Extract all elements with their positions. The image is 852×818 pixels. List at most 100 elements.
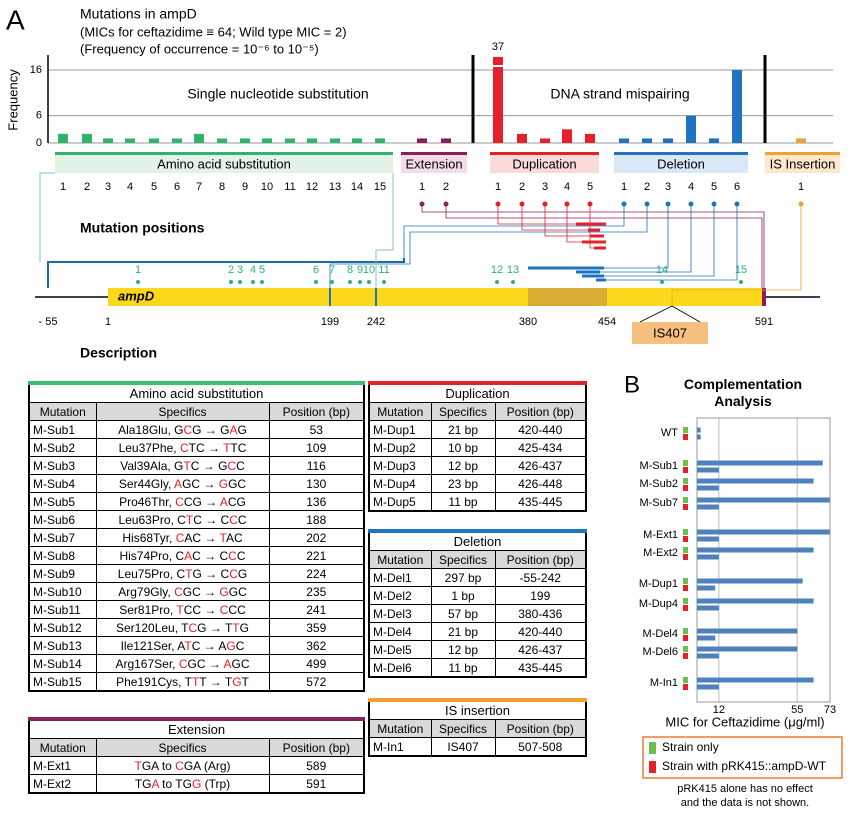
category-label: 4: [688, 181, 694, 193]
table-cell: M-Dup1: [368, 420, 432, 439]
table-row: M-Sub8 His74Pro, CAC → CCC 221: [28, 546, 365, 565]
connector-dot: [519, 201, 525, 207]
data-table: Extension Mutation Specifics Position (bp) M…: [28, 717, 366, 794]
category-label: M-Ext2: [643, 547, 678, 559]
bar: [697, 585, 716, 591]
table-header-row: Mutation Specifics Position (bp): [368, 402, 587, 421]
bar: [217, 138, 227, 143]
strain-marker: [683, 434, 688, 440]
panel-label: B: [624, 371, 640, 398]
table-cell: 426-437: [494, 640, 587, 659]
category-label: M-In1: [650, 677, 678, 689]
bar: [732, 70, 742, 143]
table-title: Extension: [28, 717, 365, 739]
connector: [497, 204, 576, 225]
table-cell: M-Sub13: [28, 636, 97, 655]
table-cell: 1 bp: [430, 586, 496, 605]
table-cell: M-Sub8: [28, 546, 97, 565]
bar: [686, 115, 696, 143]
table-cell: M-Sub9: [28, 564, 97, 583]
table-row: M-Dup5 11 bp 435-445: [368, 492, 587, 512]
chart-title: Complementation Analysis: [683, 376, 803, 409]
table-row: M-Sub15 Phe191Cys, TTT → TGT 572: [28, 672, 365, 692]
table-cell: M-Sub14: [28, 654, 97, 673]
strain-marker: [683, 467, 688, 473]
table-row: M-Sub13 Ile121Ser, ATC → AGC 362: [28, 636, 365, 655]
connector: [544, 204, 590, 237]
connector: [421, 204, 765, 288]
category-label: 5: [151, 181, 157, 193]
category-label: WT: [661, 427, 678, 439]
table-cell: Val39Ala, GTC → GCC: [95, 456, 270, 475]
category-label: 15: [374, 181, 386, 193]
table-cell: 21 bp: [430, 622, 496, 641]
category-label: M-Sub7: [639, 497, 678, 509]
table-cell: 362: [268, 636, 365, 655]
site-dot: [367, 280, 371, 284]
table-row: M-Sub6 Leu63Pro, CTC → CCC 188: [28, 510, 365, 529]
position-label: - 55: [39, 316, 58, 328]
site-label: 11: [378, 264, 389, 276]
group-label: Duplication: [512, 156, 576, 171]
bar: [619, 138, 629, 143]
table-cell: 116: [268, 456, 365, 475]
bar: [262, 138, 272, 143]
table-cell: TGA to CGA (Arg): [95, 756, 270, 775]
strain-marker: [683, 485, 688, 491]
bar: [562, 129, 572, 143]
site-dot: [229, 280, 233, 284]
bar: [307, 138, 317, 143]
site-dot: [238, 280, 242, 284]
table-row: M-Sub1 Ala18Glu, GCG → GAG 53: [28, 420, 365, 439]
site-dot: [382, 280, 386, 284]
category-label: M-Sub1: [639, 460, 678, 472]
table-cell: M-Del6: [368, 658, 432, 678]
site-label: 12: [491, 264, 503, 276]
table-cell: M-Sub4: [28, 474, 97, 493]
table-cell: 235: [268, 582, 365, 601]
table-cell: Ser44Gly, AGC → GGC: [95, 474, 270, 493]
panel-label: A: [6, 4, 25, 35]
bar: [697, 536, 719, 542]
bar: [697, 578, 803, 584]
bar: [540, 138, 550, 143]
column-header: Position (bp): [494, 402, 587, 421]
site-label: 13: [507, 264, 519, 276]
table-row: M-Sub9 Leu75Pro, CTG → CCG 224: [28, 564, 365, 583]
x-tick-label: 55: [791, 704, 803, 716]
chart-subtitle: (Frequency of occurrence = 10⁻⁶ to 10⁻⁵): [80, 41, 319, 56]
strain-marker: [683, 536, 688, 542]
group-label: Extension: [405, 156, 462, 171]
bar: [697, 554, 719, 560]
connector-dot: [419, 201, 425, 207]
bar: [149, 138, 159, 143]
strain-marker: [683, 460, 688, 466]
category-label: M-Dup4: [639, 598, 678, 610]
diagram-title: Mutation positions: [80, 220, 205, 236]
table-cell: 297 bp: [430, 568, 496, 587]
table-cell: 221: [268, 546, 365, 565]
group-header: [490, 155, 599, 173]
table-cell: 12 bp: [430, 640, 496, 659]
strain-marker: [683, 578, 688, 584]
table-cell: M-Del4: [368, 622, 432, 641]
bar: [697, 529, 830, 535]
table-cell: M-Sub11: [28, 600, 97, 619]
table-cell: 359: [268, 618, 365, 637]
position-label: 242: [367, 316, 385, 328]
sub-connector: [39, 172, 55, 262]
plot-frame: [696, 417, 831, 703]
table-row: M-Sub5 Pro46Thr, CCG → ACG 136: [28, 492, 365, 511]
bar: [697, 628, 798, 634]
strain-marker: [683, 504, 688, 510]
column-header: Specifics: [430, 402, 496, 421]
connector-dot: [621, 201, 627, 207]
table-cell: Ser81Pro, TCC → CCC: [95, 600, 270, 619]
connector: [445, 204, 763, 288]
connector-dot: [587, 201, 593, 207]
table-cell: 224: [268, 564, 365, 583]
table-cell: M-Sub7: [28, 528, 97, 547]
bar: [697, 677, 814, 683]
category-label: 1: [419, 181, 425, 193]
bar: [517, 133, 527, 143]
